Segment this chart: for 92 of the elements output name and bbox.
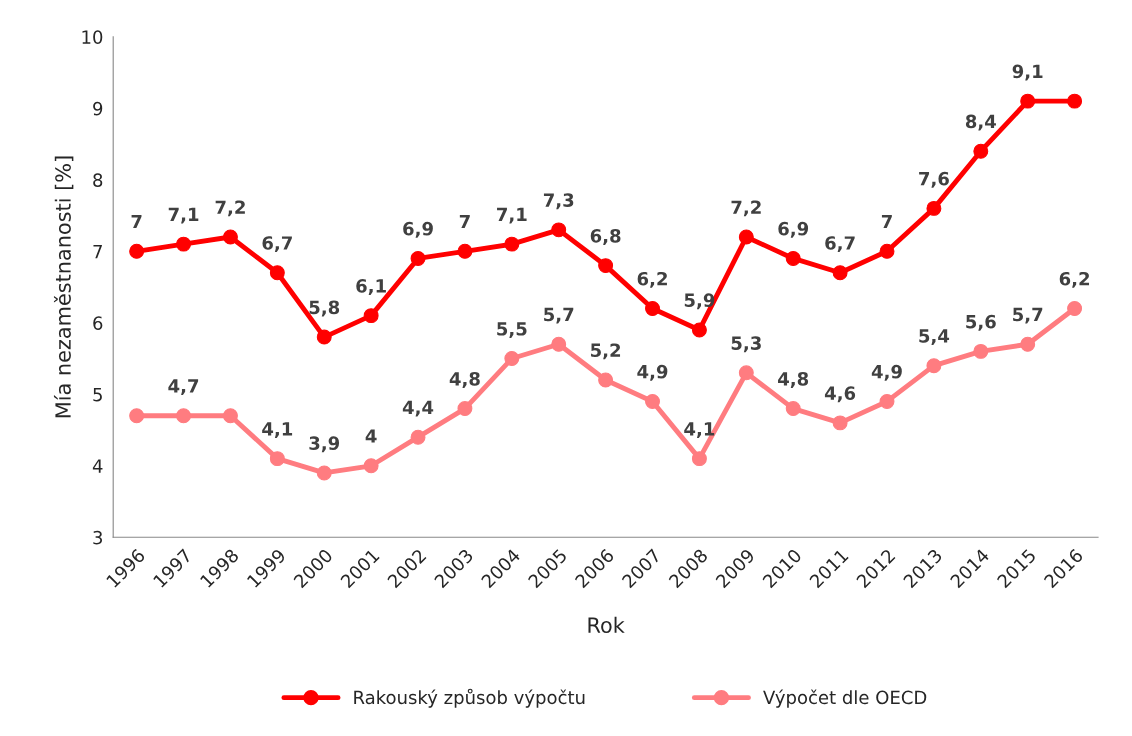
- point: [129, 408, 145, 424]
- point: [316, 465, 332, 481]
- point: [176, 236, 192, 252]
- data-label: 6,9: [403, 221, 433, 238]
- point: [363, 308, 379, 324]
- data-label: 4,9: [637, 364, 668, 381]
- point: [551, 222, 567, 238]
- y-tick-label: 8: [93, 173, 103, 187]
- data-label: 5,7: [1013, 307, 1043, 324]
- data-label: 6,2: [637, 271, 667, 288]
- y-tick-label: 4: [92, 459, 103, 473]
- legend-label: Rakouský způsob výpočtu: [354, 688, 585, 708]
- data-label: 4,4: [402, 400, 434, 417]
- legend-label: Výpočet dle OECD: [763, 689, 927, 708]
- data-label: 6,7: [825, 236, 855, 253]
- data-label: 7,1: [168, 207, 199, 224]
- point: [738, 229, 754, 245]
- data-label: 9,1: [1012, 64, 1043, 81]
- point: [1020, 93, 1036, 109]
- data-label: 4,8: [449, 371, 480, 388]
- point: [316, 329, 332, 345]
- data-label: 7,2: [731, 200, 761, 217]
- data-label: 5,5: [497, 322, 527, 338]
- point: [410, 429, 426, 445]
- point: [926, 200, 942, 216]
- y-tick-label: 6: [93, 316, 103, 330]
- point: [269, 451, 285, 467]
- point: [832, 415, 848, 431]
- data-label: 5,6: [966, 314, 996, 331]
- point: [129, 243, 145, 259]
- point: [269, 265, 285, 281]
- point: [645, 301, 660, 316]
- data-label: 4,6: [824, 386, 856, 403]
- point: [691, 451, 707, 467]
- point: [926, 358, 942, 374]
- point: [504, 351, 520, 366]
- data-label: 5,3: [731, 336, 761, 353]
- data-label: 7: [459, 214, 470, 229]
- point: [410, 250, 426, 266]
- data-label: 5,4: [919, 329, 950, 346]
- point: [879, 393, 895, 409]
- point: [645, 393, 660, 409]
- data-label: 8,4: [965, 114, 996, 131]
- point: [551, 336, 567, 352]
- point: [691, 322, 707, 338]
- point: [879, 243, 895, 259]
- point: [1067, 93, 1083, 109]
- data-label: 7: [131, 214, 142, 229]
- y-tick-label: 9: [93, 101, 103, 116]
- point: [504, 236, 520, 252]
- point: [176, 408, 192, 424]
- data-label: 7,1: [497, 207, 527, 224]
- data-label: 4,1: [684, 422, 715, 438]
- data-label: 5,7: [544, 307, 574, 324]
- y-axis-title: Mía nezaměstnanosti [%]: [53, 156, 74, 418]
- data-label: 7,6: [919, 171, 949, 188]
- point: [973, 343, 989, 359]
- point: [222, 408, 238, 424]
- data-label: 6,9: [778, 221, 809, 238]
- point: [1020, 336, 1036, 352]
- point: [832, 265, 848, 281]
- y-tick-label: 3: [93, 530, 103, 545]
- y-tick-label: 5: [93, 387, 102, 402]
- point: [785, 250, 801, 266]
- data-label: 5,8: [309, 300, 340, 317]
- point: [598, 372, 614, 388]
- data-label: 6,2: [1059, 271, 1090, 288]
- point: [457, 401, 473, 417]
- data-label: 5,2: [591, 343, 621, 360]
- y-tick-label: 10: [82, 30, 103, 44]
- data-label: 4,9: [871, 364, 902, 381]
- data-label: 4,8: [778, 371, 809, 388]
- point: [222, 229, 238, 245]
- point: [598, 258, 614, 274]
- data-label: 6,8: [590, 228, 621, 245]
- x-axis-title: Rok: [588, 616, 625, 633]
- point: [363, 458, 379, 474]
- data-label: 6,7: [262, 236, 292, 253]
- data-label: 4: [365, 429, 377, 443]
- point: [973, 143, 989, 159]
- data-label: 4,7: [168, 379, 199, 396]
- data-label: 7: [881, 214, 892, 229]
- data-label: 4,1: [262, 422, 293, 438]
- data-label: 6,1: [356, 279, 386, 295]
- y-tick-label: 7: [93, 244, 102, 259]
- data-label: 7,3: [543, 193, 574, 210]
- point: [1067, 301, 1083, 316]
- data-label: 3,9: [309, 436, 340, 453]
- data-label: 7,2: [215, 200, 245, 217]
- point: [738, 365, 754, 381]
- point: [457, 243, 473, 259]
- point: [785, 401, 801, 417]
